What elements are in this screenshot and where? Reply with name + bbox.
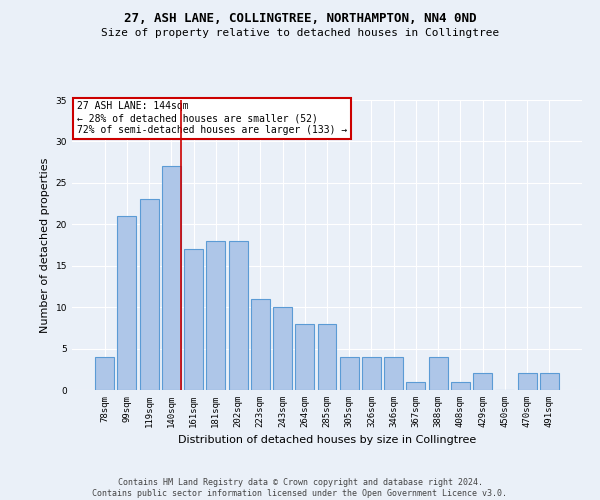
Bar bbox=[451, 382, 470, 390]
Bar bbox=[540, 374, 559, 390]
Bar bbox=[429, 357, 448, 390]
Bar bbox=[140, 200, 158, 390]
Text: 27, ASH LANE, COLLINGTREE, NORTHAMPTON, NN4 0ND: 27, ASH LANE, COLLINGTREE, NORTHAMPTON, … bbox=[124, 12, 476, 26]
Bar bbox=[317, 324, 337, 390]
Bar bbox=[184, 249, 203, 390]
Bar bbox=[273, 307, 292, 390]
Bar bbox=[518, 374, 536, 390]
Bar bbox=[406, 382, 425, 390]
Text: 27 ASH LANE: 144sqm
← 28% of detached houses are smaller (52)
72% of semi-detach: 27 ASH LANE: 144sqm ← 28% of detached ho… bbox=[77, 102, 347, 134]
Bar bbox=[362, 357, 381, 390]
Text: Size of property relative to detached houses in Collingtree: Size of property relative to detached ho… bbox=[101, 28, 499, 38]
Bar bbox=[473, 374, 492, 390]
Bar bbox=[206, 241, 225, 390]
X-axis label: Distribution of detached houses by size in Collingtree: Distribution of detached houses by size … bbox=[178, 436, 476, 446]
Bar bbox=[384, 357, 403, 390]
Bar bbox=[162, 166, 181, 390]
Bar bbox=[118, 216, 136, 390]
Bar bbox=[95, 357, 114, 390]
Bar bbox=[340, 357, 359, 390]
Y-axis label: Number of detached properties: Number of detached properties bbox=[40, 158, 50, 332]
Bar bbox=[295, 324, 314, 390]
Bar bbox=[251, 299, 270, 390]
Bar bbox=[229, 241, 248, 390]
Text: Contains HM Land Registry data © Crown copyright and database right 2024.
Contai: Contains HM Land Registry data © Crown c… bbox=[92, 478, 508, 498]
